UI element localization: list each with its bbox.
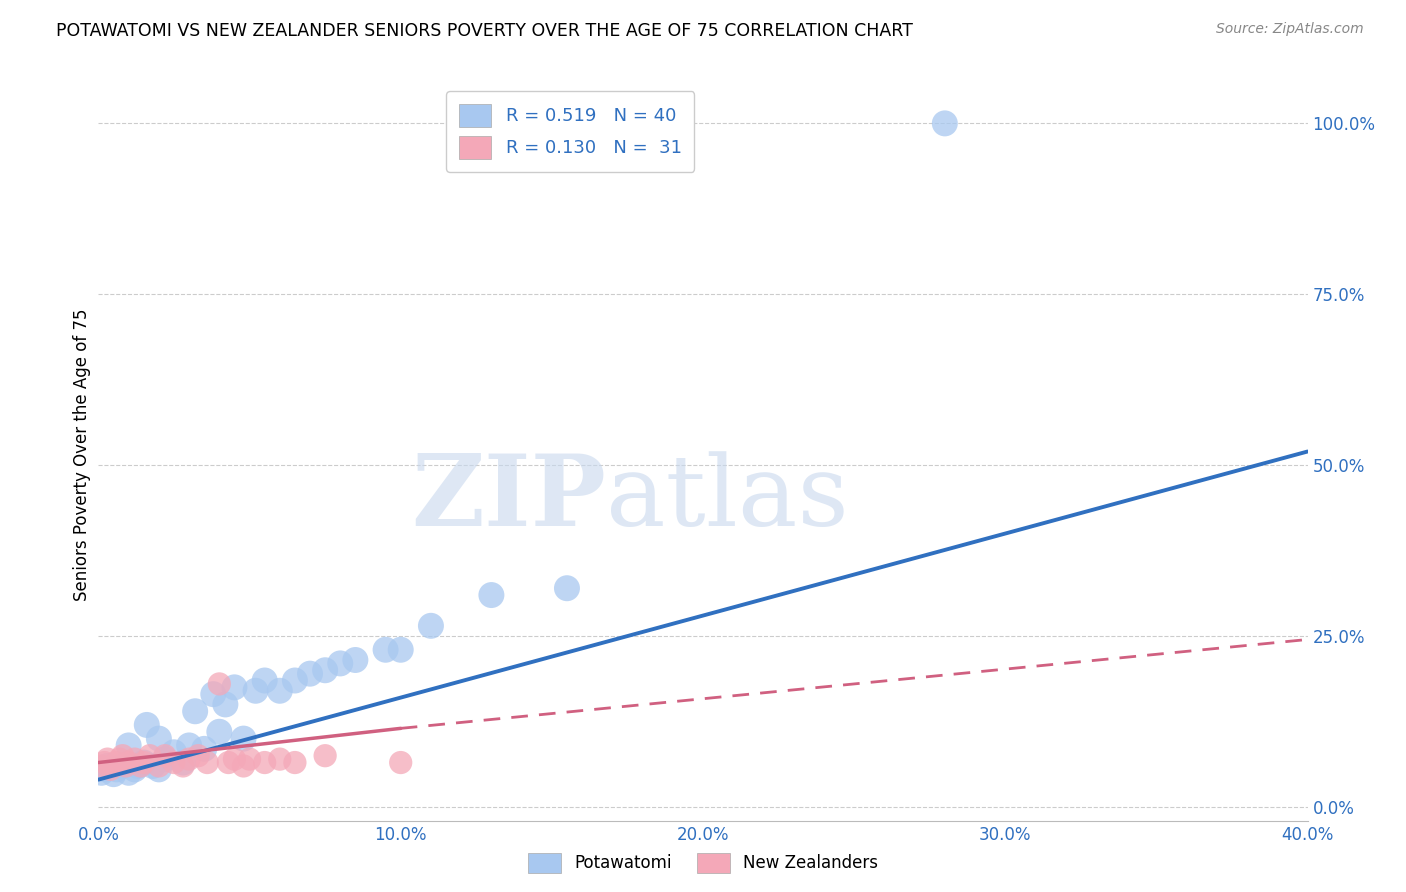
Point [555,581,578,595]
Point [103,767,125,781]
Point [314,748,336,763]
Point [142,759,165,773]
Point [105,756,128,770]
Point [105,763,128,777]
Point [100,763,122,777]
Point [329,657,352,671]
Point [224,681,246,695]
Legend: Potawatomi, New Zealanders: Potawatomi, New Zealanders [520,847,886,880]
Point [132,756,155,770]
Y-axis label: Seniors Poverty Over the Age of 75: Seniors Poverty Over the Age of 75 [73,309,91,601]
Text: atlas: atlas [606,451,849,547]
Point [103,759,125,773]
Point [269,752,291,766]
Text: POTAWATOMI VS NEW ZEALANDER SENIORS POVERTY OVER THE AGE OF 75 CORRELATION CHART: POTAWATOMI VS NEW ZEALANDER SENIORS POVE… [56,22,912,40]
Point [239,752,262,766]
Point [195,756,218,770]
Point [184,704,207,718]
Point [163,756,186,770]
Point [253,756,276,770]
Point [90,765,112,780]
Point [148,731,170,746]
Point [208,677,231,691]
Point [172,756,194,770]
Point [111,759,134,773]
Point [153,752,176,766]
Point [148,759,170,773]
Point [118,739,141,753]
Point [193,742,215,756]
Point [214,698,236,712]
Point [420,619,443,633]
Point [389,756,412,770]
Point [217,756,239,770]
Point [124,752,146,766]
Point [148,763,170,777]
Point [284,673,307,688]
Point [253,673,276,688]
Point [202,687,225,701]
Point [135,718,157,732]
Point [114,759,136,773]
Point [344,653,367,667]
Point [90,759,112,773]
Point [374,642,396,657]
Point [127,759,149,773]
Point [284,756,307,770]
Point [232,731,254,746]
Text: ZIP: ZIP [412,450,606,548]
Point [179,752,201,766]
Point [118,765,141,780]
Point [208,724,231,739]
Point [153,748,176,763]
Point [389,642,412,657]
Point [299,666,322,681]
Point [96,759,118,773]
Point [108,752,131,766]
Legend: R = 0.519   N = 40, R = 0.130   N =  31: R = 0.519 N = 40, R = 0.130 N = 31 [446,91,695,171]
Point [481,588,503,602]
Point [187,748,209,763]
Point [314,663,336,677]
Point [139,748,162,763]
Point [111,748,134,763]
Point [96,752,118,766]
Text: Source: ZipAtlas.com: Source: ZipAtlas.com [1216,22,1364,37]
Point [934,116,956,130]
Point [232,759,254,773]
Point [163,745,186,759]
Point [172,759,194,773]
Point [93,756,115,770]
Point [179,739,201,753]
Point [132,756,155,770]
Point [124,763,146,777]
Point [129,759,152,773]
Point [93,763,115,777]
Point [245,683,267,698]
Point [118,756,141,770]
Point [224,752,246,766]
Point [269,683,291,698]
